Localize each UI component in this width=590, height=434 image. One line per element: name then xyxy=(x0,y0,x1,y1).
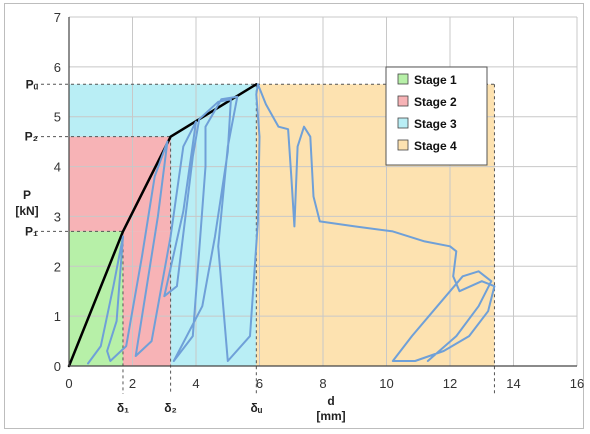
x-tick-label: 6 xyxy=(256,376,263,391)
y-tick-label: 0 xyxy=(54,359,61,374)
marker-delta1: δ₁ xyxy=(117,401,129,415)
marker-pu: Pᵤ xyxy=(26,77,39,91)
legend-swatch-stage-1 xyxy=(397,73,409,85)
x-tick-label: 8 xyxy=(319,376,326,391)
stage-2-region-lower xyxy=(122,231,171,366)
x-tick-label: 0 xyxy=(65,376,72,391)
y-tick-label: 3 xyxy=(54,209,61,224)
x-tick-label: 2 xyxy=(129,376,136,391)
y-tick-label: 5 xyxy=(54,110,61,125)
stage-regions xyxy=(69,84,495,367)
x-axis-unit: [mm] xyxy=(316,409,345,423)
legend-swatch-stage-2 xyxy=(397,95,409,107)
y-tick-label: 2 xyxy=(54,259,61,274)
x-tick-label: 4 xyxy=(192,376,199,391)
legend: Stage 1 Stage 2 Stage 3 Stage 4 xyxy=(385,66,488,166)
legend-label-stage-3: Stage 3 xyxy=(414,117,457,131)
legend-label-stage-2: Stage 2 xyxy=(414,95,457,109)
marker-deltau: δᵤ xyxy=(250,401,262,415)
legend-label-stage-4: Stage 4 xyxy=(414,139,457,153)
y-axis-unit: [kN] xyxy=(15,204,38,218)
experimental-curve xyxy=(87,83,496,365)
x-tick-label: 12 xyxy=(443,376,457,391)
y-tick-label: 7 xyxy=(54,10,61,25)
x-tick-label: 16 xyxy=(570,376,584,391)
x-tick-label: 10 xyxy=(379,376,393,391)
y-tick-label: 1 xyxy=(54,309,61,324)
marker-delta2: δ₂ xyxy=(164,401,177,415)
marker-p2: P₂ xyxy=(25,130,38,144)
y-axis-title: P xyxy=(23,188,31,202)
data-series xyxy=(67,83,496,368)
x-axis-title: d xyxy=(327,394,334,408)
legend-swatch-stage-3 xyxy=(397,117,409,129)
marker-p1: P₁ xyxy=(25,224,38,238)
trilinear-model-line xyxy=(67,83,258,368)
legend-label-stage-1: Stage 1 xyxy=(414,73,457,87)
legend-swatch-stage-4 xyxy=(397,139,409,151)
x-tick-label: 14 xyxy=(506,376,520,391)
y-tick-label: 6 xyxy=(54,60,61,75)
y-tick-label: 4 xyxy=(54,160,61,175)
stage-2-region-upper xyxy=(69,136,171,232)
